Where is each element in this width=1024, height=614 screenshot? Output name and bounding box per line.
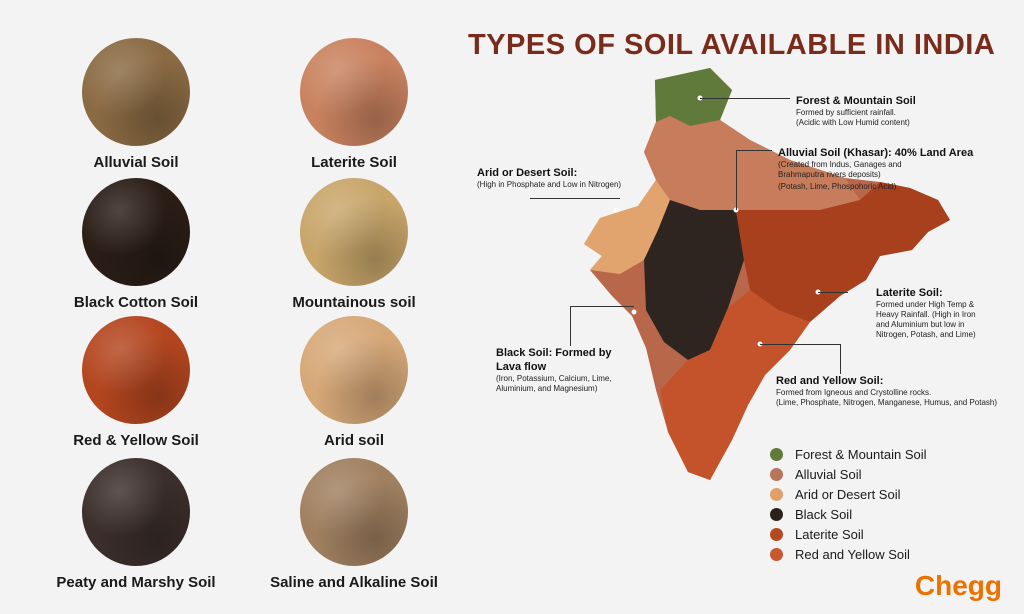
soil-label: Peaty and Marshy Soil — [56, 574, 216, 591]
saline-alkaline-soil-swatch — [300, 458, 408, 566]
chegg-logo: Chegg — [914, 570, 1002, 601]
soil-label: Laterite Soil — [311, 154, 397, 171]
soil-laterite: Laterite Soil — [248, 38, 460, 171]
india-soil-map — [584, 68, 950, 480]
arid-soil-swatch — [300, 316, 408, 424]
callout-text: Formed from Igneous and Crystolline rock… — [776, 388, 932, 397]
black-region — [644, 200, 744, 360]
callout-heading: Black Soil: Formed by Lava flow — [496, 347, 612, 373]
arid-leader — [530, 198, 620, 199]
callout-heading: Laterite Soil: — [876, 287, 943, 299]
callout-red-yellow: Red and Yellow Soil: Formed from Igneous… — [776, 374, 1016, 408]
soil-mountainous: Mountainous soil — [248, 178, 460, 311]
forest-mountain-region — [655, 68, 732, 126]
soil-label: Black Cotton Soil — [73, 294, 199, 311]
soil-saline-alkaline: Saline and Alkaline Soil — [248, 458, 460, 591]
laterite-region — [736, 182, 950, 322]
soil-red-yellow: Red & Yellow Soil — [30, 316, 242, 449]
callout-text: Brahmaputra rivers deposits) — [778, 170, 881, 179]
legend-swatch — [770, 507, 783, 521]
callout-text: Formed under High Temp & — [876, 300, 975, 309]
soil-peaty-marshy: Peaty and Marshy Soil — [30, 458, 242, 591]
callout-text: (Lime, Phosphate, Nitrogen, Manganese, H… — [776, 398, 998, 407]
callout-heading: Red and Yellow Soil: — [776, 375, 884, 387]
callout-text: Heavy Rainfall. (High in Iron — [876, 310, 976, 319]
callout-laterite: Laterite Soil: Formed under High Temp & … — [876, 286, 1016, 340]
callout-text: (High in Phosphate and Low in Nitrogen) — [477, 180, 622, 189]
legend-item: Red and Yellow Soil — [770, 544, 927, 564]
black-leader-h — [570, 306, 634, 307]
red-yellow-region — [660, 290, 810, 480]
black-leader — [570, 306, 571, 346]
callout-text: (Iron, Potassium, Calcium, Lime, — [496, 374, 612, 383]
black-marker — [631, 309, 637, 315]
alluvial-soil-swatch — [82, 38, 190, 146]
callout-text: Formed by sufficient rainfall. — [796, 108, 896, 117]
alluvial-leader — [736, 150, 737, 210]
callout-heading: Alluvial Soil (Khasar): 40% Land Area — [778, 147, 974, 159]
redyellow-leader — [760, 344, 840, 345]
alluvial-leader-h — [736, 150, 772, 151]
legend-item: Forest & Mountain Soil — [770, 444, 927, 464]
legend-swatch — [770, 487, 783, 501]
callout-text: (Potash, Lime, Phospohoric Acid) — [778, 182, 897, 191]
soil-label: Red & Yellow Soil — [73, 432, 199, 449]
soil-alluvial: Alluvial Soil — [30, 38, 242, 171]
soil-arid: Arid soil — [248, 316, 460, 449]
legend-swatch — [770, 447, 783, 461]
callout-heading: Arid or Desert Soil: — [477, 167, 578, 179]
callout-text: (Acidic with Low Humid content) — [796, 118, 910, 127]
page-title: TYPES OF SOIL AVAILABLE IN INDIA — [468, 29, 996, 61]
legend-item: Alluvial Soil — [770, 464, 927, 484]
legend-label: Arid or Desert Soil — [795, 486, 901, 502]
redyellow-leader-v — [840, 344, 841, 374]
soil-label: Alluvial Soil — [93, 154, 179, 171]
legend-label: Forest & Mountain Soil — [795, 446, 927, 462]
legend-item: Black Soil — [770, 504, 927, 524]
peaty-marshy-soil-swatch — [82, 458, 190, 566]
alluvial-region — [644, 116, 860, 210]
callout-text: and Aluminium but low in — [876, 320, 965, 329]
soil-label: Saline and Alkaline Soil — [270, 574, 438, 591]
callout-arid: Arid or Desert Soil: (High in Phosphate … — [477, 166, 647, 190]
callout-text: Nitrogen, Potash, and Lime) — [876, 330, 976, 339]
arid-marker — [613, 207, 619, 213]
callout-text: (Created from Indus, Ganages and — [778, 160, 902, 169]
soil-label: Arid soil — [323, 432, 384, 449]
red-yellow-soil-swatch — [82, 316, 190, 424]
soil-black-cotton: Black Cotton Soil — [30, 178, 242, 311]
callout-black: Black Soil: Formed by Lava flow (Iron, P… — [496, 346, 636, 394]
legend-item: Arid or Desert Soil — [770, 484, 927, 504]
mountainous-soil-swatch — [300, 178, 408, 286]
legend-swatch — [770, 547, 783, 561]
legend-item: Laterite Soil — [770, 524, 927, 544]
callout-text: Aluminium, and Magnesium) — [496, 384, 598, 393]
forest-leader — [700, 98, 790, 99]
legend: Forest & Mountain Soil Alluvial Soil Ari… — [770, 444, 927, 564]
soil-label: Mountainous soil — [292, 294, 416, 311]
callout-alluvial: Alluvial Soil (Khasar): 40% Land Area (C… — [778, 146, 1014, 192]
legend-swatch — [770, 527, 783, 541]
legend-label: Alluvial Soil — [795, 466, 862, 482]
arid-region — [584, 180, 670, 274]
legend-label: Black Soil — [795, 506, 853, 522]
callout-heading: Forest & Mountain Soil — [796, 95, 916, 107]
laterite-leader — [818, 292, 848, 293]
black-cotton-soil-swatch — [82, 178, 190, 286]
laterite-soil-swatch — [300, 38, 408, 146]
legend-label: Laterite Soil — [795, 526, 864, 542]
alluvial-marker — [733, 207, 739, 213]
legend-swatch — [770, 467, 783, 481]
legend-label: Red and Yellow Soil — [795, 546, 910, 562]
callout-forest-mountain: Forest & Mountain Soil Formed by suffici… — [796, 94, 996, 128]
